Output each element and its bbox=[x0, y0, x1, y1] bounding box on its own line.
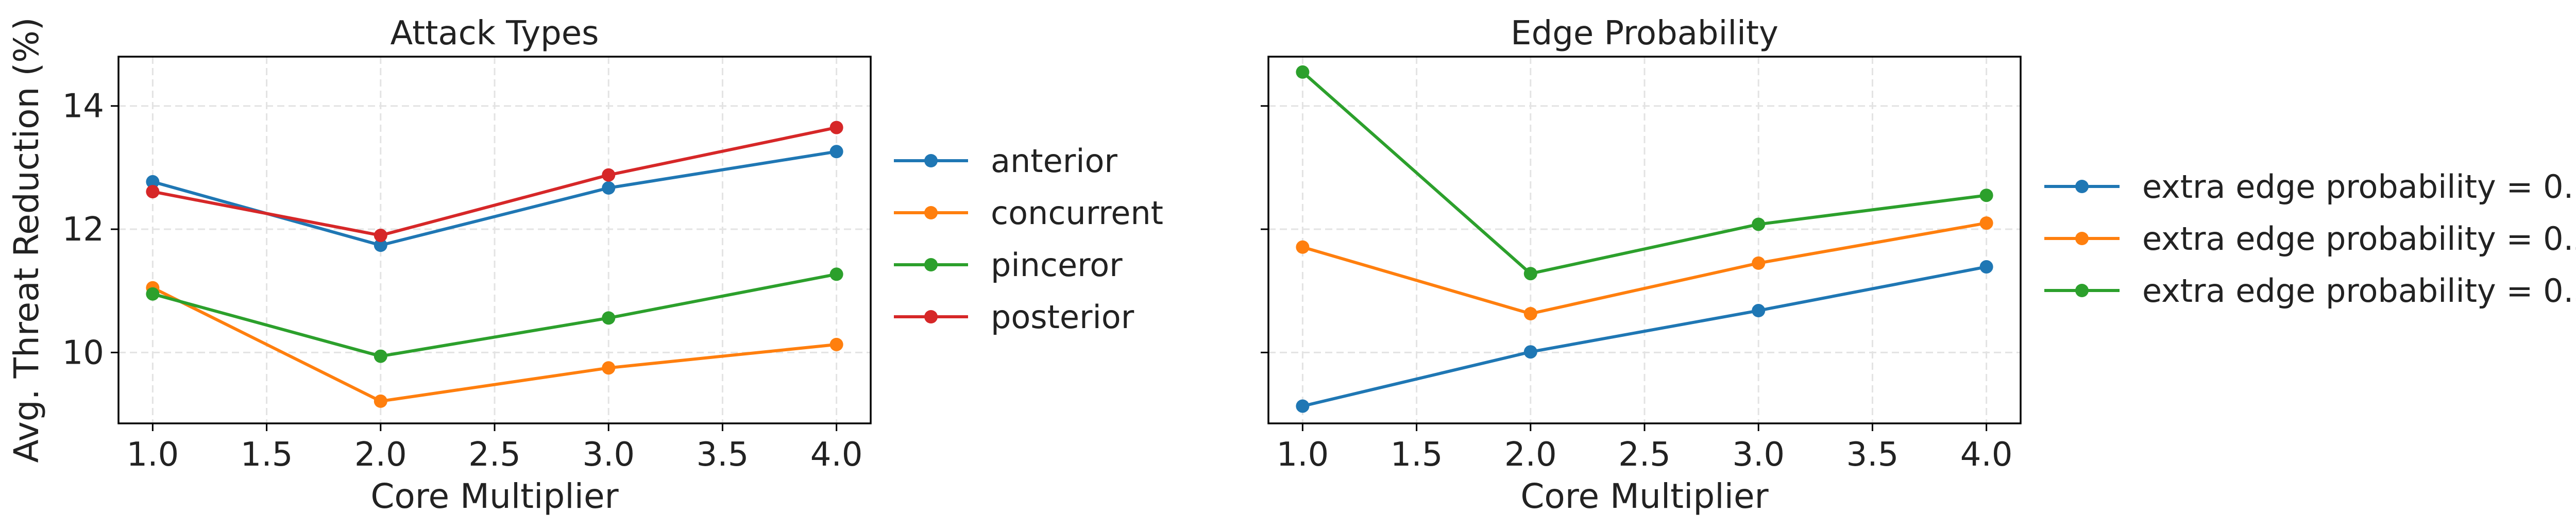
edge-probability-chart: 1.0 1.5 2.0 2.5 3.0 3.5 4.0 Edge Probability Cor… bbox=[1261, 14, 2576, 516]
data-point bbox=[1752, 217, 1766, 231]
x-tick-label: 1.0 bbox=[1276, 436, 1329, 474]
data-point bbox=[1979, 260, 1993, 274]
x-tick-label: 1.0 bbox=[126, 436, 179, 474]
legend-marker bbox=[2075, 284, 2089, 297]
x-tick-label: 3.5 bbox=[1846, 436, 1899, 474]
data-point bbox=[374, 229, 387, 243]
legend-label: extra edge probability = 0.2 bbox=[2142, 220, 2576, 258]
chart-title: Edge Probability bbox=[1511, 14, 1778, 53]
series-line-1 bbox=[1302, 265, 1987, 408]
x-tick-label: 3.0 bbox=[1732, 436, 1785, 474]
x-tick-label: 2.0 bbox=[354, 436, 407, 474]
series-line-2 bbox=[1302, 221, 1987, 315]
data-point bbox=[146, 175, 160, 189]
y-tick-label: 10 bbox=[62, 334, 104, 372]
data-point bbox=[1752, 304, 1766, 318]
data-point bbox=[146, 287, 160, 301]
data-point bbox=[602, 311, 616, 325]
data-point bbox=[374, 238, 387, 252]
data-point bbox=[1523, 267, 1537, 281]
data-point bbox=[829, 145, 843, 159]
x-tick-label: 4.0 bbox=[1960, 436, 2013, 474]
x-tick-label: 2.5 bbox=[468, 436, 521, 474]
data-point bbox=[374, 349, 387, 363]
data-point bbox=[1296, 240, 1310, 254]
data-point bbox=[829, 337, 843, 351]
series-line-3 bbox=[1301, 71, 1987, 276]
series-line-2 bbox=[152, 286, 837, 403]
data-point bbox=[1979, 189, 1993, 202]
x-tick-label: 3.0 bbox=[582, 436, 635, 474]
series-line-4 bbox=[152, 126, 837, 237]
x-tick-label: 4.0 bbox=[810, 436, 863, 474]
data-point bbox=[602, 168, 616, 182]
data-point bbox=[602, 361, 616, 375]
legend-marker bbox=[924, 154, 938, 167]
x-axis-label: Core Multiplier bbox=[1520, 476, 1769, 516]
data-point bbox=[829, 121, 843, 134]
plot-frame bbox=[1267, 56, 2022, 424]
data-point bbox=[602, 181, 616, 195]
attack-types-chart: 1.0 1.5 2.0 2.5 3.0 3.5 4.0 10 12 14 Attack Types C… bbox=[7, 14, 1163, 516]
legend-marker bbox=[924, 206, 938, 219]
legend-marker bbox=[924, 310, 938, 323]
data-point bbox=[1752, 256, 1766, 270]
y-axis-label: Avg. Threat Reduction (%) bbox=[7, 17, 46, 463]
x-tick-label: 1.5 bbox=[1391, 436, 1443, 474]
data-point bbox=[1979, 216, 1993, 230]
legend-label: concurrent bbox=[991, 194, 1163, 232]
data-point bbox=[1523, 306, 1537, 320]
data-point bbox=[1523, 345, 1537, 359]
data-point bbox=[1296, 65, 1310, 79]
data-point bbox=[146, 185, 160, 199]
data-point bbox=[374, 394, 387, 408]
legend-marker bbox=[2075, 180, 2089, 193]
data-point bbox=[1296, 399, 1310, 413]
plot-frame bbox=[117, 56, 872, 424]
y-tick-label: 14 bbox=[62, 88, 104, 126]
legend-label: extra edge probability = 0.1 bbox=[2142, 168, 2576, 206]
y-tick-label: 12 bbox=[62, 211, 104, 249]
legend-label: posterior bbox=[991, 298, 1134, 336]
data-point bbox=[829, 267, 843, 281]
legend-marker bbox=[2075, 232, 2089, 245]
chart-title: Attack Types bbox=[391, 14, 599, 53]
x-tick-label: 3.5 bbox=[697, 436, 749, 474]
x-tick-label: 2.5 bbox=[1618, 436, 1671, 474]
x-tick-label: 2.0 bbox=[1504, 436, 1557, 474]
legend-marker bbox=[924, 258, 938, 271]
x-axis-label: Core Multiplier bbox=[370, 476, 619, 516]
series-line-3 bbox=[152, 272, 837, 358]
legend-label: extra edge probability = 0.3 bbox=[2142, 272, 2576, 310]
x-tick-label: 1.5 bbox=[241, 436, 293, 474]
legend-label: pinceror bbox=[991, 246, 1123, 284]
legend-label: anterior bbox=[991, 142, 1117, 180]
